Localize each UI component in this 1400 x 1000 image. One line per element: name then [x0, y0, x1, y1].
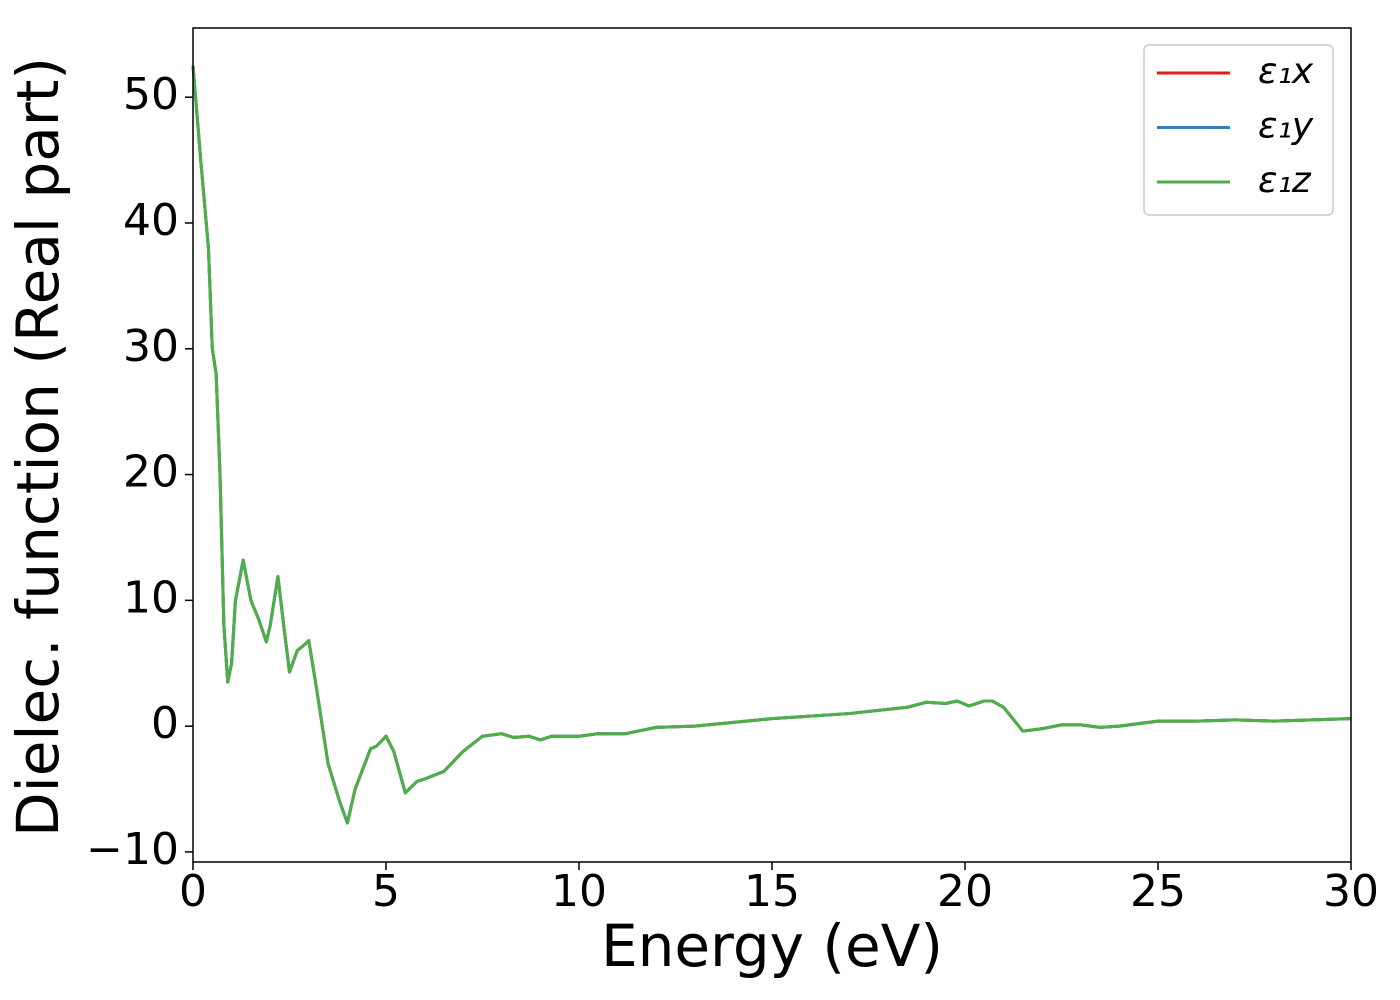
legend-label: ε₁z	[1258, 160, 1312, 201]
plot-frame	[192, 27, 1352, 863]
x-tick-label: 10	[551, 866, 607, 917]
x-tick-label: 15	[744, 866, 800, 917]
x-tick-label: 20	[937, 866, 993, 917]
x-axis-label: Energy (eV)	[601, 912, 943, 980]
y-tick-label: 20	[123, 447, 179, 498]
legend-label: ε₁x	[1258, 51, 1314, 92]
data-line	[191, 65, 1352, 825]
legend-label: ε₁y	[1258, 106, 1314, 147]
y-tick-label: 0	[151, 698, 179, 749]
x-tick-label: 0	[179, 866, 207, 917]
y-tick-label: −10	[86, 824, 179, 875]
y-tick-label: 30	[123, 321, 179, 372]
x-tick-label: 5	[372, 866, 400, 917]
x-tick-label: 25	[1130, 866, 1186, 917]
y-tick-label: 50	[123, 69, 179, 120]
x-tick-label: 30	[1323, 866, 1379, 917]
legend-box	[1143, 44, 1334, 216]
y-tick-label: 40	[123, 195, 179, 246]
y-axis-label: Dielec. function (Real part)	[4, 57, 72, 837]
y-tick-label: 10	[123, 572, 179, 623]
